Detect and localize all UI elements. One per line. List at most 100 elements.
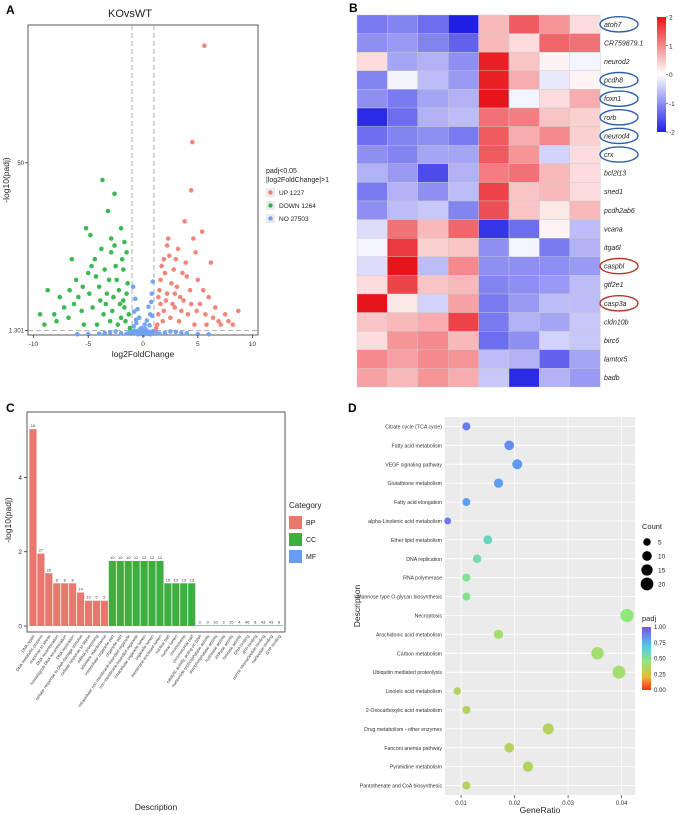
volcano-point <box>123 318 128 324</box>
heatmap-row-highlight <box>599 90 639 107</box>
go-bar-count: 43 <box>269 619 274 624</box>
volcano-point <box>54 318 59 324</box>
volcano-point <box>127 329 133 335</box>
heatmap-cell <box>569 163 601 183</box>
heatmap-row-highlight <box>599 127 639 145</box>
volcano-point <box>191 236 196 241</box>
volcano-point <box>208 260 214 265</box>
heatmap-cell <box>508 293 540 313</box>
kegg-padj-gradient <box>642 627 651 690</box>
heatmap-cell <box>508 312 540 332</box>
volcano-point <box>37 312 43 317</box>
heatmap-cell <box>387 293 419 313</box>
heatmap-cell <box>478 349 510 369</box>
heatmap-cell <box>356 368 388 388</box>
volcano-point <box>66 315 71 321</box>
volcano-point <box>206 294 212 300</box>
go-bar <box>69 583 77 626</box>
kegg-y-tick-label: DNA replication <box>406 557 442 563</box>
heatmap-cell <box>478 331 510 351</box>
kegg-dot <box>542 723 554 735</box>
heatmap-cell <box>569 200 601 220</box>
heatmap-cell <box>569 368 601 388</box>
heatmap-cell <box>447 200 479 220</box>
volcano-point <box>147 323 152 328</box>
volcano-point <box>124 291 129 296</box>
volcano-point <box>80 284 86 290</box>
kegg-plot-area <box>445 417 635 795</box>
heatmap-row-label: birc6 <box>604 338 619 345</box>
heatmap-cell <box>447 349 479 369</box>
heatmap-cell <box>387 237 419 257</box>
heatmap-cell <box>539 163 570 183</box>
heatmap-cell <box>569 293 601 313</box>
heatmap-cell <box>478 33 510 53</box>
heatmap-cell <box>569 256 601 276</box>
volcano-point <box>173 329 179 335</box>
heatmap-row-label: badb <box>604 375 620 382</box>
heatmap-row-highlight <box>599 71 639 89</box>
kegg-x-tick-label: 0.01 <box>455 801 467 807</box>
heatmap-cell <box>387 52 419 72</box>
heatmap-cell <box>356 331 388 351</box>
kegg-dot <box>462 498 471 507</box>
go-bar <box>84 600 93 626</box>
kegg-dot <box>462 781 471 790</box>
volcano-point <box>144 318 150 323</box>
volcano-point <box>210 315 216 321</box>
heatmap-cell <box>539 107 570 127</box>
volcano-point <box>117 301 123 307</box>
go-bar-count: 8 <box>72 577 75 582</box>
kegg-padj-legend-label: 0.75 <box>654 641 666 647</box>
go-y-label: -log10(padj) <box>3 497 13 543</box>
heatmap-cell <box>356 70 388 90</box>
volcano-point <box>133 296 138 302</box>
volcano-point <box>73 277 79 283</box>
volcano-point <box>135 332 140 337</box>
volcano-point <box>216 318 221 324</box>
go-bar <box>77 592 85 626</box>
go-bar-count: 5 <box>95 595 98 600</box>
heatmap-cell <box>478 163 510 183</box>
go-bar-count: 27 <box>39 548 44 553</box>
heatmap-cell <box>387 144 419 164</box>
go-bar-count: 13 <box>86 595 91 600</box>
go-bar-count: 20 <box>47 567 52 572</box>
kegg-padj-legend-label: 0.50 <box>654 657 666 663</box>
heatmap-cell <box>539 89 570 109</box>
heatmap-row-label: bcl2l13 <box>604 171 626 178</box>
volcano-point <box>118 225 124 231</box>
kegg-dot <box>504 742 515 753</box>
heatmap-row-label: neurod2 <box>604 59 630 66</box>
go-bar <box>172 583 180 626</box>
kegg-dot <box>472 554 482 563</box>
heatmap-cell <box>478 275 510 295</box>
kegg-count-legend-label: 10 <box>658 554 666 561</box>
heatmap-cell <box>539 256 570 276</box>
heatmap-row-label: cldn10b <box>604 319 629 326</box>
volcano-point <box>105 208 111 214</box>
kegg-y-tick-label: RNA polymerase <box>403 576 442 582</box>
heatmap-cell <box>356 219 388 239</box>
volcano-point <box>188 188 194 193</box>
go-x-label: Description <box>135 802 178 812</box>
go-bar-count: 3 <box>222 619 225 624</box>
heatmap-cell <box>478 368 510 388</box>
kegg-y-tick-label: alpha-Linolenic acid metabolism <box>368 519 442 525</box>
heatmap-cell <box>356 163 388 183</box>
heatmap-cell <box>508 126 540 146</box>
heatmap-cell <box>539 182 570 202</box>
volcano-y-label: -log10(padj) <box>1 157 11 203</box>
go-legend-swatch <box>289 516 302 529</box>
volcano-point <box>146 304 151 310</box>
heatmap-cell <box>417 293 449 313</box>
go-legend-label: MF <box>306 554 316 561</box>
heatmap-cell <box>387 219 419 239</box>
volcano-legend-marker <box>268 216 273 221</box>
go-bar-count: 13 <box>174 577 179 582</box>
heatmap-colorbar: 2 1 0 -1 -2 <box>657 15 675 137</box>
heatmap-cell <box>417 237 449 257</box>
go-bar-count: 16 <box>31 423 36 428</box>
volcano-point <box>164 243 170 248</box>
volcano-point <box>141 332 146 338</box>
